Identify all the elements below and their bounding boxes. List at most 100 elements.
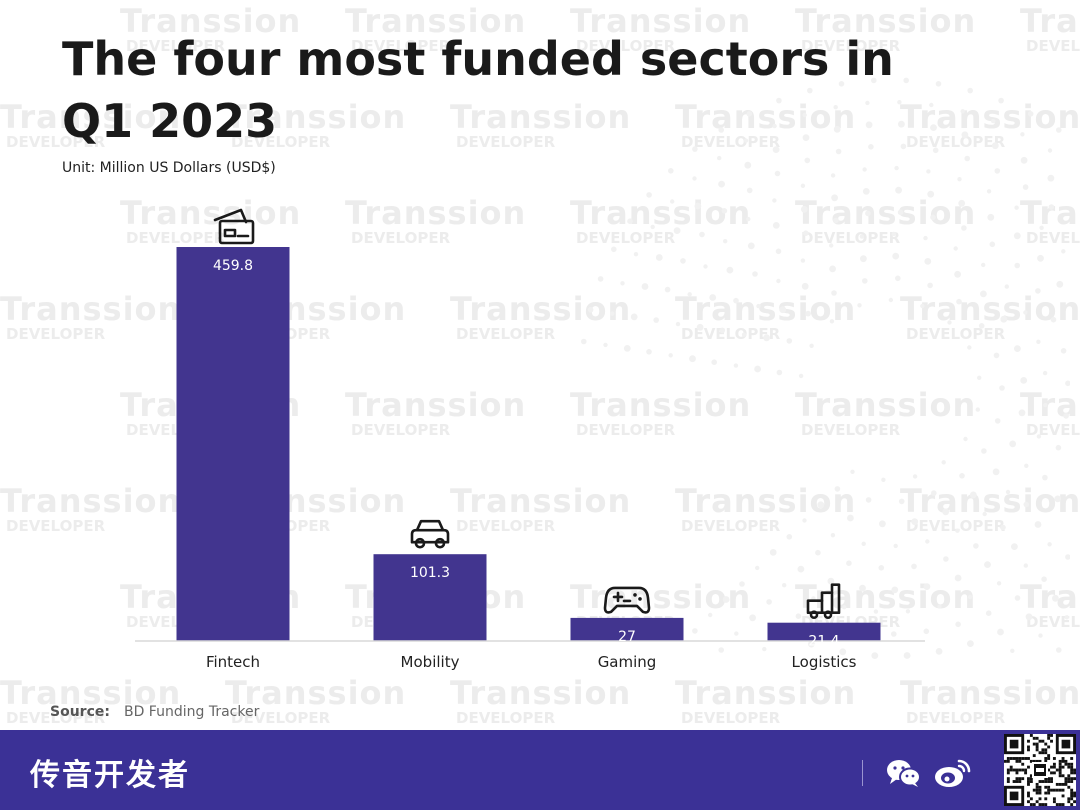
halftone-dot — [958, 199, 966, 207]
halftone-dot — [1018, 409, 1026, 417]
halftone-dot — [923, 235, 928, 241]
halftone-dot — [903, 652, 911, 659]
halftone-dot — [924, 258, 932, 265]
halftone-dot — [802, 518, 807, 523]
halftone-dot — [1036, 434, 1042, 439]
halftone-dot — [862, 167, 867, 172]
halftone-dot — [726, 266, 734, 274]
halftone-dot — [633, 252, 639, 257]
halftone-dot — [1011, 543, 1018, 550]
watermark-line2: DEVELOPER — [681, 709, 781, 727]
halftone-dot — [763, 334, 770, 342]
halftone-dot — [935, 81, 942, 87]
halftone-dot — [911, 518, 919, 526]
halftone-dot — [1050, 316, 1057, 323]
watermark-line2: DEVELOPER — [351, 229, 451, 247]
halftone-dot — [650, 224, 655, 230]
halftone-dot — [947, 320, 952, 325]
source-text: BD Funding Tracker — [123, 704, 260, 720]
watermark-line1: Transsion — [345, 194, 527, 232]
halftone-dot — [911, 563, 917, 570]
watermark-line2: DEVELOPER — [576, 421, 676, 439]
halftone-dot — [717, 155, 722, 161]
halftone-dot — [859, 584, 866, 592]
category-label: Logistics — [792, 653, 857, 671]
watermark-line1: Transsion — [570, 578, 752, 616]
halftone-dot — [1056, 647, 1062, 653]
watermark-line2: DEVELOPER — [351, 421, 451, 439]
unit-label: Unit: Million US Dollars (USD$) — [62, 160, 276, 176]
halftone-dot — [1056, 280, 1064, 288]
halftone-dot — [857, 303, 862, 308]
halftone-dot — [1004, 284, 1009, 289]
halftone-dot — [963, 436, 968, 442]
halftone-dot — [969, 491, 977, 499]
halftone-dot — [999, 385, 1005, 391]
wechat-icon[interactable] — [886, 758, 922, 788]
halftone-dot — [809, 343, 814, 348]
halftone-dot — [842, 605, 847, 610]
halftone-dot — [865, 121, 873, 129]
halftone-dot — [957, 177, 962, 182]
halftone-dot — [881, 477, 886, 482]
halftone-dot — [733, 363, 739, 368]
halftone-dot — [802, 112, 807, 118]
halftone-dot — [862, 188, 870, 195]
watermark-line1: Transsion — [795, 194, 977, 232]
halftone-dot — [991, 142, 999, 150]
halftone-dot — [985, 610, 992, 616]
weibo-icon[interactable] — [934, 758, 972, 788]
watermark-line2: DEVELOPER — [1026, 229, 1080, 247]
halftone-dot — [692, 628, 698, 634]
watermark-line1: Transsion — [1020, 578, 1080, 616]
halftone-dot — [871, 652, 879, 659]
halftone-dot — [743, 138, 749, 143]
halftone-dot — [779, 306, 787, 314]
halftone-dot — [800, 183, 806, 188]
halftone-dot — [1024, 463, 1029, 468]
watermark-line1: Transsion — [345, 2, 527, 40]
halftone-dot — [833, 217, 839, 224]
footer-divider — [862, 760, 863, 786]
halftone-dot — [747, 242, 755, 250]
halftone-dot — [711, 359, 717, 366]
halftone-dot — [981, 262, 986, 268]
halftone-dot — [692, 176, 697, 181]
page-title: The four most funded sectors in Q1 2023 — [62, 32, 894, 148]
halftone-dot — [833, 105, 838, 110]
halftone-dot — [898, 498, 905, 505]
halftone-dot — [827, 577, 835, 585]
halftone-dot — [954, 574, 962, 582]
watermark-line1: Transsion — [0, 674, 182, 712]
halftone-dot — [1064, 615, 1069, 620]
halftone-dot — [930, 214, 936, 221]
halftone-dot — [746, 187, 753, 194]
watermark-line2: DEVELOPER — [6, 517, 106, 535]
halftone-dot — [749, 614, 756, 622]
halftone-dot — [1055, 444, 1062, 451]
halftone-dot — [721, 208, 728, 214]
watermark-line2: DEVELOPER — [801, 37, 901, 55]
halftone-dot — [980, 290, 987, 298]
watermark-line1: Transsion — [1020, 386, 1080, 424]
halftone-dot — [1037, 254, 1044, 262]
halftone-dot — [937, 604, 942, 609]
halftone-dot — [861, 541, 866, 546]
halftone-dot — [961, 225, 967, 231]
watermark-line1: Transsion — [675, 482, 857, 520]
halftone-dot — [623, 345, 631, 352]
halftone-dot — [953, 246, 958, 251]
halftone-dot — [891, 586, 899, 594]
halftone-dot — [804, 157, 811, 164]
